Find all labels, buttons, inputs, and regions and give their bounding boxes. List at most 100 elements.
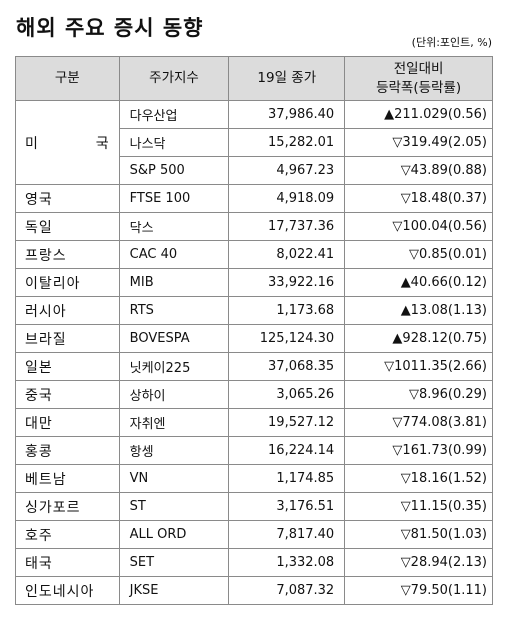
index-cell: FTSE 100 (118, 184, 230, 213)
index-cell: S&P 500 (118, 156, 230, 185)
change-cell: ▽8.96(0.29) (344, 380, 493, 409)
unit-note: (단위:포인트, %) (411, 36, 492, 49)
header-country: 구분 (15, 56, 120, 101)
index-cell: JKSE (118, 576, 230, 605)
close-cell: 8,022.41 (228, 240, 346, 269)
index-cell: BOVESPA (118, 324, 230, 353)
country-cell: 러시아 (15, 296, 120, 325)
table-row: 중국 상하이 3,065.26 ▽8.96(0.29) (15, 380, 493, 409)
close-cell: 3,065.26 (228, 380, 346, 409)
index-table: 구분 주가지수 19일 종가 전일대비 등락폭(등락률) 미 국 다우산업 37… (15, 56, 493, 605)
change-cell: ▽319.49(2.05) (344, 128, 493, 157)
change-cell: ▲40.66(0.12) (344, 268, 493, 297)
country-cell: 독일 (15, 212, 120, 241)
table-row: 영국 FTSE 100 4,918.09 ▽18.48(0.37) (15, 184, 493, 213)
index-cell: 닥스 (118, 212, 230, 241)
close-cell: 3,176.51 (228, 492, 346, 521)
close-cell: 125,124.30 (228, 324, 346, 353)
table-row: 태국 SET 1,332.08 ▽28.94(2.13) (15, 548, 493, 577)
header-close: 19일 종가 (228, 56, 346, 101)
close-cell: 1,173.68 (228, 296, 346, 325)
country-cell: 브라질 (15, 324, 120, 353)
index-cell: MIB (118, 268, 230, 297)
change-cell: ▽1011.35(2.66) (344, 352, 493, 381)
table-row: 싱가포르 ST 3,176.51 ▽11.15(0.35) (15, 492, 493, 521)
table-row: 이탈리아 MIB 33,922.16 ▲40.66(0.12) (15, 268, 493, 297)
close-cell: 7,087.32 (228, 576, 346, 605)
index-cell: 다우산업 (118, 100, 230, 129)
change-cell: ▽0.85(0.01) (344, 240, 493, 269)
header-index: 주가지수 (118, 56, 230, 101)
close-cell: 33,922.16 (228, 268, 346, 297)
close-cell: 37,986.40 (228, 100, 346, 129)
table-row: 인도네시아 JKSE 7,087.32 ▽79.50(1.11) (15, 576, 493, 605)
change-cell: ▽100.04(0.56) (344, 212, 493, 241)
country-cell-us: 미 국 (15, 100, 120, 185)
index-cell: 자취엔 (118, 408, 230, 437)
country-us-a: 미 (25, 135, 39, 152)
index-cell: VN (118, 464, 230, 493)
close-cell: 17,737.36 (228, 212, 346, 241)
country-cell: 호주 (15, 520, 120, 549)
table-row: 독일 닥스 17,737.36 ▽100.04(0.56) (15, 212, 493, 241)
change-cell: ▲211.029(0.56) (344, 100, 493, 129)
country-cell: 일본 (15, 352, 120, 381)
header-row: 구분 주가지수 19일 종가 전일대비 등락폭(등락률) (15, 56, 493, 101)
header-change-line1: 전일대비 (393, 61, 444, 78)
close-cell: 7,817.40 (228, 520, 346, 549)
change-cell: ▽43.89(0.88) (344, 156, 493, 185)
index-cell: SET (118, 548, 230, 577)
index-cell: ST (118, 492, 230, 521)
close-cell: 19,527.12 (228, 408, 346, 437)
index-cell: RTS (118, 296, 230, 325)
country-cell: 태국 (15, 548, 120, 577)
table-row: 홍콩 항셍 16,224.14 ▽161.73(0.99) (15, 436, 493, 465)
change-cell: ▽18.48(0.37) (344, 184, 493, 213)
table-row: 일본 닛케이225 37,068.35 ▽1011.35(2.66) (15, 352, 493, 381)
country-cell: 대만 (15, 408, 120, 437)
table-row: 브라질 BOVESPA 125,124.30 ▲928.12(0.75) (15, 324, 493, 353)
change-cell: ▽161.73(0.99) (344, 436, 493, 465)
header-change: 전일대비 등락폭(등락률) (344, 56, 493, 101)
change-cell: ▽79.50(1.11) (344, 576, 493, 605)
country-us-b: 국 (95, 135, 110, 152)
table-row: 베트남 VN 1,174.85 ▽18.16(1.52) (15, 464, 493, 493)
close-cell: 4,967.23 (228, 156, 346, 185)
change-cell: ▲928.12(0.75) (344, 324, 493, 353)
table-row: 호주 ALL ORD 7,817.40 ▽81.50(1.03) (15, 520, 493, 549)
index-cell: CAC 40 (118, 240, 230, 269)
country-cell: 중국 (15, 380, 120, 409)
header-change-line2: 등락폭(등락률) (376, 79, 462, 96)
index-cell: 나스닥 (118, 128, 230, 157)
country-cell: 이탈리아 (15, 268, 120, 297)
change-cell: ▲13.08(1.13) (344, 296, 493, 325)
change-cell: ▽81.50(1.03) (344, 520, 493, 549)
close-cell: 1,332.08 (228, 548, 346, 577)
country-cell: 프랑스 (15, 240, 120, 269)
change-cell: ▽11.15(0.35) (344, 492, 493, 521)
country-cell: 싱가포르 (15, 492, 120, 521)
close-cell: 4,918.09 (228, 184, 346, 213)
country-cell: 영국 (15, 184, 120, 213)
table-row: 러시아 RTS 1,173.68 ▲13.08(1.13) (15, 296, 493, 325)
table-row: 프랑스 CAC 40 8,022.41 ▽0.85(0.01) (15, 240, 493, 269)
change-cell: ▽28.94(2.13) (344, 548, 493, 577)
table-row: 대만 자취엔 19,527.12 ▽774.08(3.81) (15, 408, 493, 437)
change-cell: ▽774.08(3.81) (344, 408, 493, 437)
index-cell: ALL ORD (118, 520, 230, 549)
table-row: 나스닥 15,282.01 ▽319.49(2.05) (16, 128, 493, 157)
index-cell: 항셍 (118, 436, 230, 465)
index-cell: 닛케이225 (118, 352, 230, 381)
table-row: 미 국 다우산업 37,986.40 ▲211.029(0.56) (15, 100, 493, 185)
close-cell: 37,068.35 (228, 352, 346, 381)
close-cell: 15,282.01 (228, 128, 346, 157)
table-row: S&P 500 4,967.23 ▽43.89(0.88) (16, 156, 493, 185)
country-cell: 홍콩 (15, 436, 120, 465)
country-cell: 베트남 (15, 464, 120, 493)
close-cell: 1,174.85 (228, 464, 346, 493)
page-title: 해외 주요 증시 동향 (16, 16, 204, 40)
index-cell: 상하이 (118, 380, 230, 409)
close-cell: 16,224.14 (228, 436, 346, 465)
country-cell: 인도네시아 (15, 576, 120, 605)
change-cell: ▽18.16(1.52) (344, 464, 493, 493)
